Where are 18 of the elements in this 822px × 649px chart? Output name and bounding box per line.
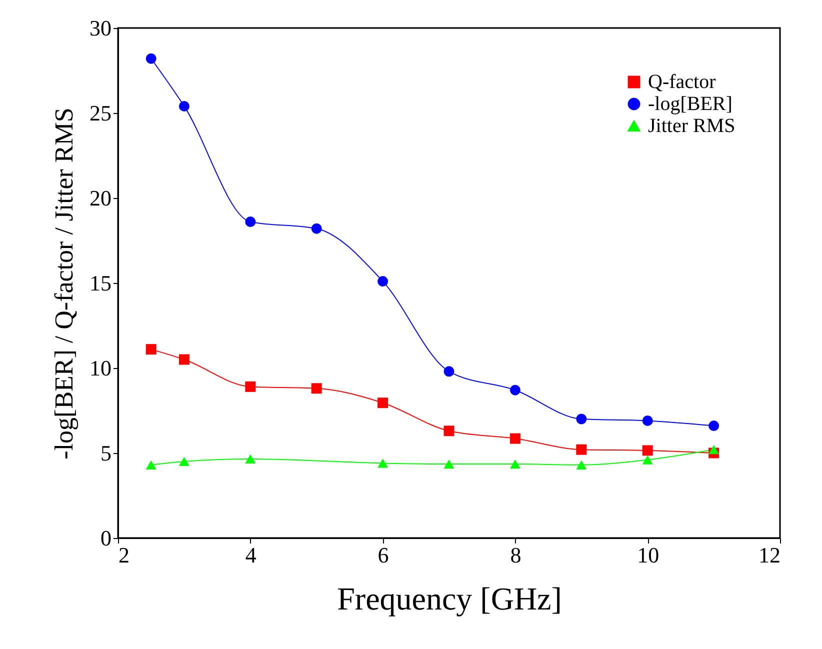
y-tick-label: 30 bbox=[90, 16, 112, 40]
y-tick-label: 0 bbox=[100, 526, 112, 550]
y-tick-label: 25 bbox=[90, 100, 112, 126]
legend-label: Q-factor bbox=[648, 71, 716, 93]
x-tick-label: 6 bbox=[378, 542, 389, 568]
legend-label: -log[BER] bbox=[648, 93, 732, 115]
y-tick-label: 10 bbox=[90, 356, 112, 380]
y-tick-label: 20 bbox=[90, 186, 112, 210]
y-tick-label: 5 bbox=[100, 440, 112, 466]
x-axis-title: Frequency [GHz] bbox=[337, 580, 562, 616]
x-tick-label: 4 bbox=[245, 542, 256, 568]
y-axis-title: -log[BER] / Q-factor / Jitter RMS bbox=[50, 108, 78, 460]
x-tick-label: 10 bbox=[637, 542, 660, 568]
legend-label: Jitter RMS bbox=[648, 115, 736, 137]
x-tick-label: 12 bbox=[758, 542, 780, 568]
x-tick-label: 8 bbox=[510, 542, 522, 568]
y-tick-label: 15 bbox=[90, 270, 112, 296]
x-tick-label: 2 bbox=[118, 542, 130, 568]
